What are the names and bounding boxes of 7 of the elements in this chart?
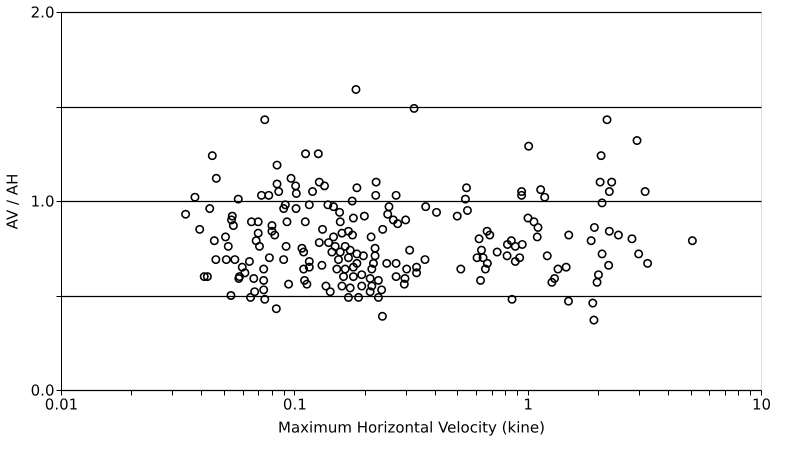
y-tick-label: 1.0 xyxy=(30,192,54,210)
y-axis-title: AV / AH xyxy=(4,174,22,230)
x-tick-label: 10 xyxy=(752,396,772,414)
x-axis-title: Maximum Horizontal Velocity (kine) xyxy=(278,418,545,436)
y-tick-label: 2.0 xyxy=(30,4,54,22)
x-tick-label: 1 xyxy=(523,396,533,414)
x-tick-label: 0.1 xyxy=(282,396,307,414)
